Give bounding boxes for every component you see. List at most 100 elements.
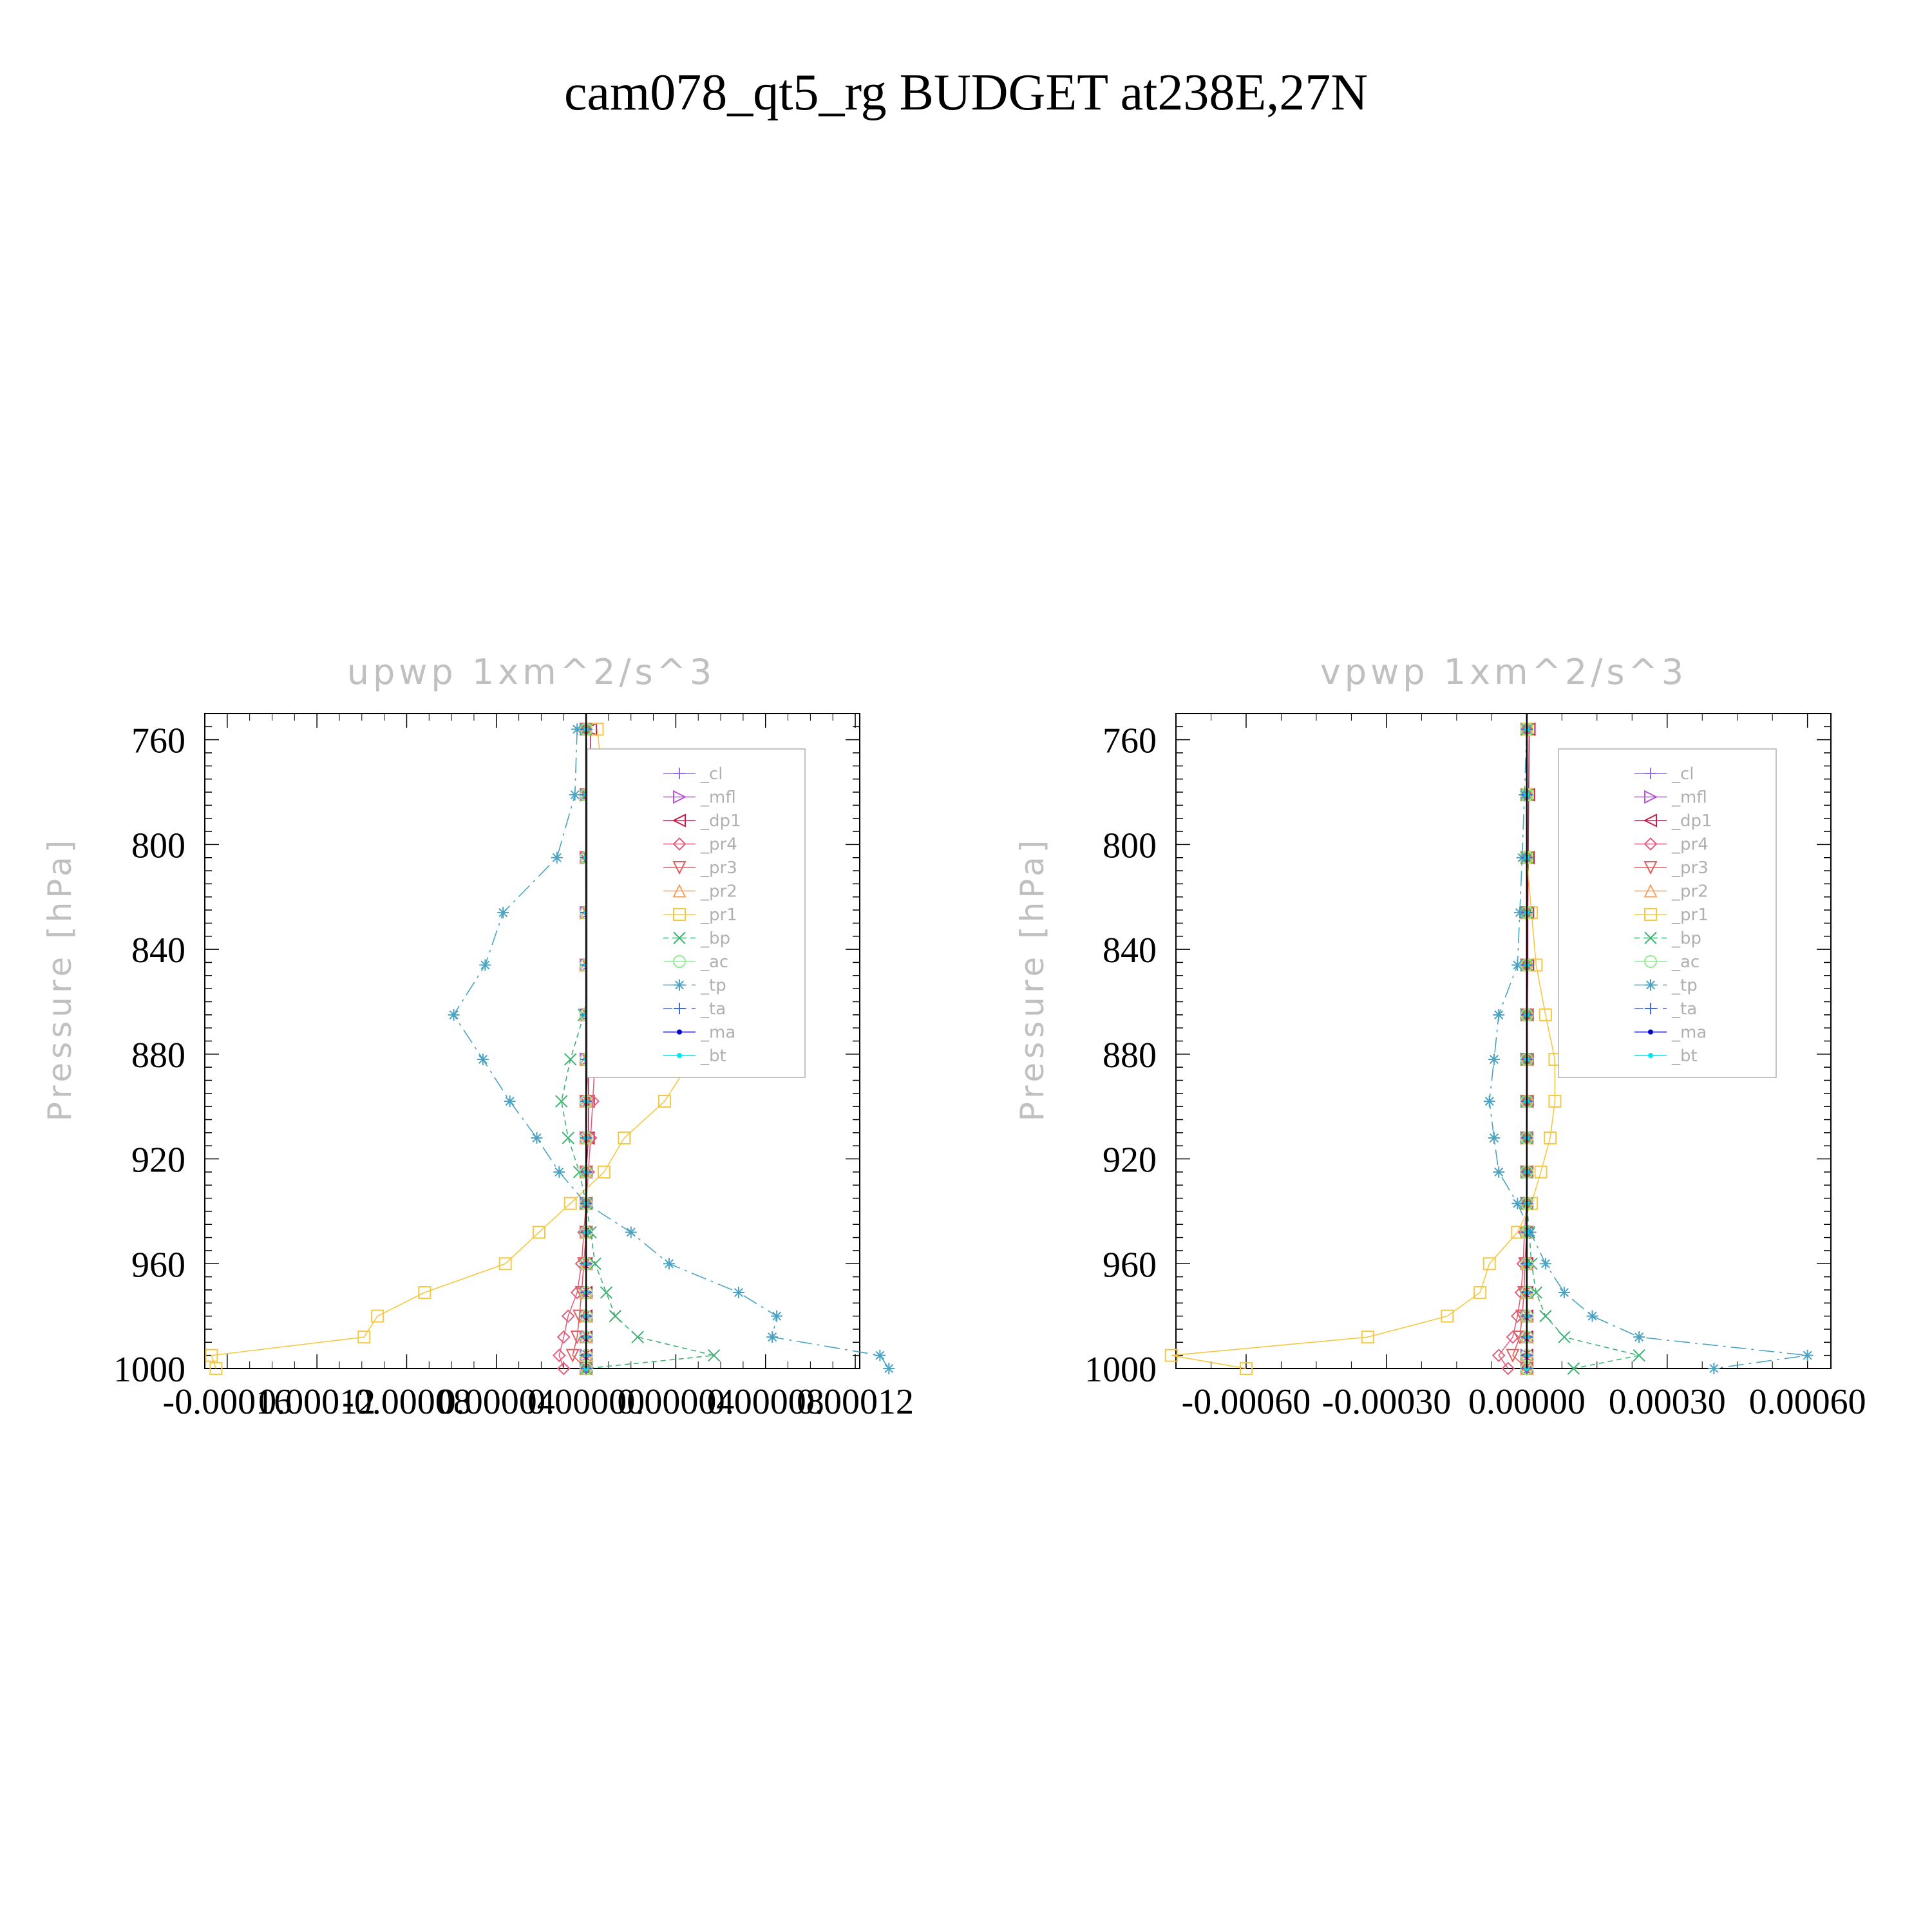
upwp-point-tp <box>504 1095 516 1108</box>
vpwp-ytick-label: 840 <box>1103 931 1157 971</box>
vpwp-point-pr1 <box>1361 1331 1374 1344</box>
vpwp-ytick-label: 960 <box>1103 1245 1157 1285</box>
upwp-point-bp <box>631 1331 644 1343</box>
upwp-point-bp <box>707 1349 721 1362</box>
upwp-legend-marker <box>673 931 686 945</box>
vpwp-legend-marker <box>1644 790 1658 804</box>
upwp-panel: upwp 1xm^2/s^3 Pressure [hPa] 760 800 840 8… <box>41 652 914 1422</box>
upwp-y-axis-label: Pressure [hPa] <box>41 837 79 1122</box>
vpwp-legend-marker <box>1643 884 1658 898</box>
vpwp-point-tp <box>1801 1349 1814 1361</box>
vpwp-legend-label: _pr3 <box>1671 858 1709 878</box>
upwp-legend-label: _dp1 <box>700 811 741 831</box>
vpwp-panel: vpwp 1xm^2/s^3 Pressure [hPa] 760 800 840 8… <box>1014 652 1866 1422</box>
vpwp-point-tp <box>1539 1258 1551 1270</box>
upwp-xtick-label: 0.00004 <box>438 1382 555 1422</box>
vpwp-legend-marker <box>1643 837 1658 851</box>
upwp-xtick-label: 0.00012 <box>258 1382 375 1422</box>
upwp-point-tp <box>625 1226 637 1238</box>
vpwp-point-pr1 <box>1164 1349 1178 1362</box>
vpwp-legend-label: _bp <box>1671 929 1701 949</box>
upwp-point-tp <box>477 1053 489 1065</box>
upwp-point-tp <box>551 851 563 864</box>
upwp-xtick-label: -0.00008 <box>342 1382 471 1422</box>
upwp-legend-marker <box>677 1029 682 1035</box>
vpwp-legend-label: _ac <box>1671 952 1700 972</box>
upwp-legend-label: _ac <box>700 952 728 972</box>
upwp-point-tp <box>732 1287 744 1299</box>
upwp-legend-label: _pr3 <box>700 858 737 878</box>
upwp-xtick-label: 0.00004 <box>617 1382 734 1422</box>
upwp-legend-marker <box>674 768 685 779</box>
upwp-legend-label: _cl <box>700 764 723 784</box>
upwp-point-tp <box>766 1331 779 1343</box>
upwp-legend-marker <box>673 955 686 968</box>
vpwp-point-pr1 <box>1539 1008 1552 1021</box>
upwp-legend-label: _mfl <box>700 788 736 808</box>
upwp-legend-label: _bp <box>700 929 730 949</box>
upwp-xtick-label: -0.00016 <box>163 1382 292 1422</box>
upwp-ytick-label: 880 <box>131 1036 185 1075</box>
upwp-panel-title: upwp 1xm^2/s^3 <box>347 652 716 692</box>
upwp-point-tp <box>479 959 491 971</box>
vpwp-legend-label: _pr1 <box>1671 905 1709 925</box>
upwp-legend-marker <box>672 884 687 898</box>
upwp-point-pr1 <box>597 1165 611 1179</box>
upwp-point-pr1 <box>371 1309 384 1323</box>
upwp-point-pr1 <box>564 1197 577 1210</box>
vpwp-ytick-label: 800 <box>1103 826 1157 866</box>
upwp-ytick-label: 760 <box>131 721 185 761</box>
vpwp-legend-marker <box>1644 931 1657 945</box>
vpwp-point-pr1 <box>1239 1362 1253 1375</box>
vpwp-point-pr1 <box>1473 1286 1487 1300</box>
upwp-legend-marker <box>677 1053 682 1058</box>
upwp-point-tp <box>569 789 581 801</box>
vpwp-legend-box <box>1558 748 1777 1078</box>
vpwp-point-tp <box>1558 1287 1570 1299</box>
vpwp-legend-marker <box>1648 1053 1653 1058</box>
upwp-point-pr3 <box>565 1349 580 1363</box>
vpwp-series-line-tp <box>1488 729 1808 1369</box>
vpwp-ytick-label: 760 <box>1103 721 1157 761</box>
vpwp-legend-marker <box>1645 1003 1656 1014</box>
upwp-point-tp <box>663 1258 675 1270</box>
vpwp-series-line-pr1 <box>1171 729 1556 1369</box>
upwp-point-pr4 <box>556 1330 571 1344</box>
vpwp-legend-marker <box>1643 813 1657 828</box>
upwp-point-bp <box>573 1166 586 1179</box>
upwp-ytick-label: 960 <box>131 1245 185 1285</box>
upwp-point-tp <box>771 1310 783 1322</box>
vpwp-point-bp <box>1633 1349 1645 1362</box>
vpwp-point-pr1 <box>1534 1165 1548 1179</box>
vpwp-point-tp <box>1493 1166 1505 1178</box>
upwp-point-tp <box>883 1363 895 1374</box>
vpwp-point-tp <box>1488 1132 1500 1144</box>
vpwp-ytick-label: 1000 <box>1084 1350 1157 1390</box>
upwp-point-dp1 <box>581 1094 595 1108</box>
vpwp-ytick-label: 920 <box>1103 1141 1157 1180</box>
upwp-point-pr1 <box>418 1286 431 1300</box>
upwp-point-pr1 <box>209 1362 223 1375</box>
figure-title: cam078_qt5_rg BUDGET at238E,27N <box>564 64 1368 121</box>
upwp-point-bp <box>600 1286 613 1299</box>
upwp-point-tp <box>874 1349 886 1361</box>
vpwp-point-pr3 <box>1506 1349 1520 1363</box>
vpwp-legend-label: _pr4 <box>1671 835 1709 855</box>
vpwp-point-pr1 <box>1482 1257 1496 1271</box>
upwp-point-pr1 <box>532 1226 545 1239</box>
vpwp-point-bp <box>1558 1331 1571 1343</box>
upwp-legend-marker <box>672 837 687 851</box>
upwp-point-pr1 <box>205 1349 218 1362</box>
upwp-legend-label: _pr4 <box>700 835 737 855</box>
vpwp-legend-label: _cl <box>1671 764 1694 784</box>
vpwp-point-bp <box>1567 1362 1580 1375</box>
upwp-ytick-label: 920 <box>131 1141 185 1180</box>
upwp-ytick-label: 1000 <box>113 1350 185 1390</box>
vpwp-y-axis-label: Pressure [hPa] <box>1014 837 1051 1122</box>
upwp-point-pr4 <box>586 1094 600 1108</box>
upwp-legend-marker <box>672 813 686 828</box>
vpwp-point-tp <box>1483 1095 1495 1108</box>
upwp-point-tp <box>497 907 509 919</box>
upwp-series-line-tp <box>453 729 889 1369</box>
vpwp-series-line-pr3 <box>1512 729 1528 1369</box>
